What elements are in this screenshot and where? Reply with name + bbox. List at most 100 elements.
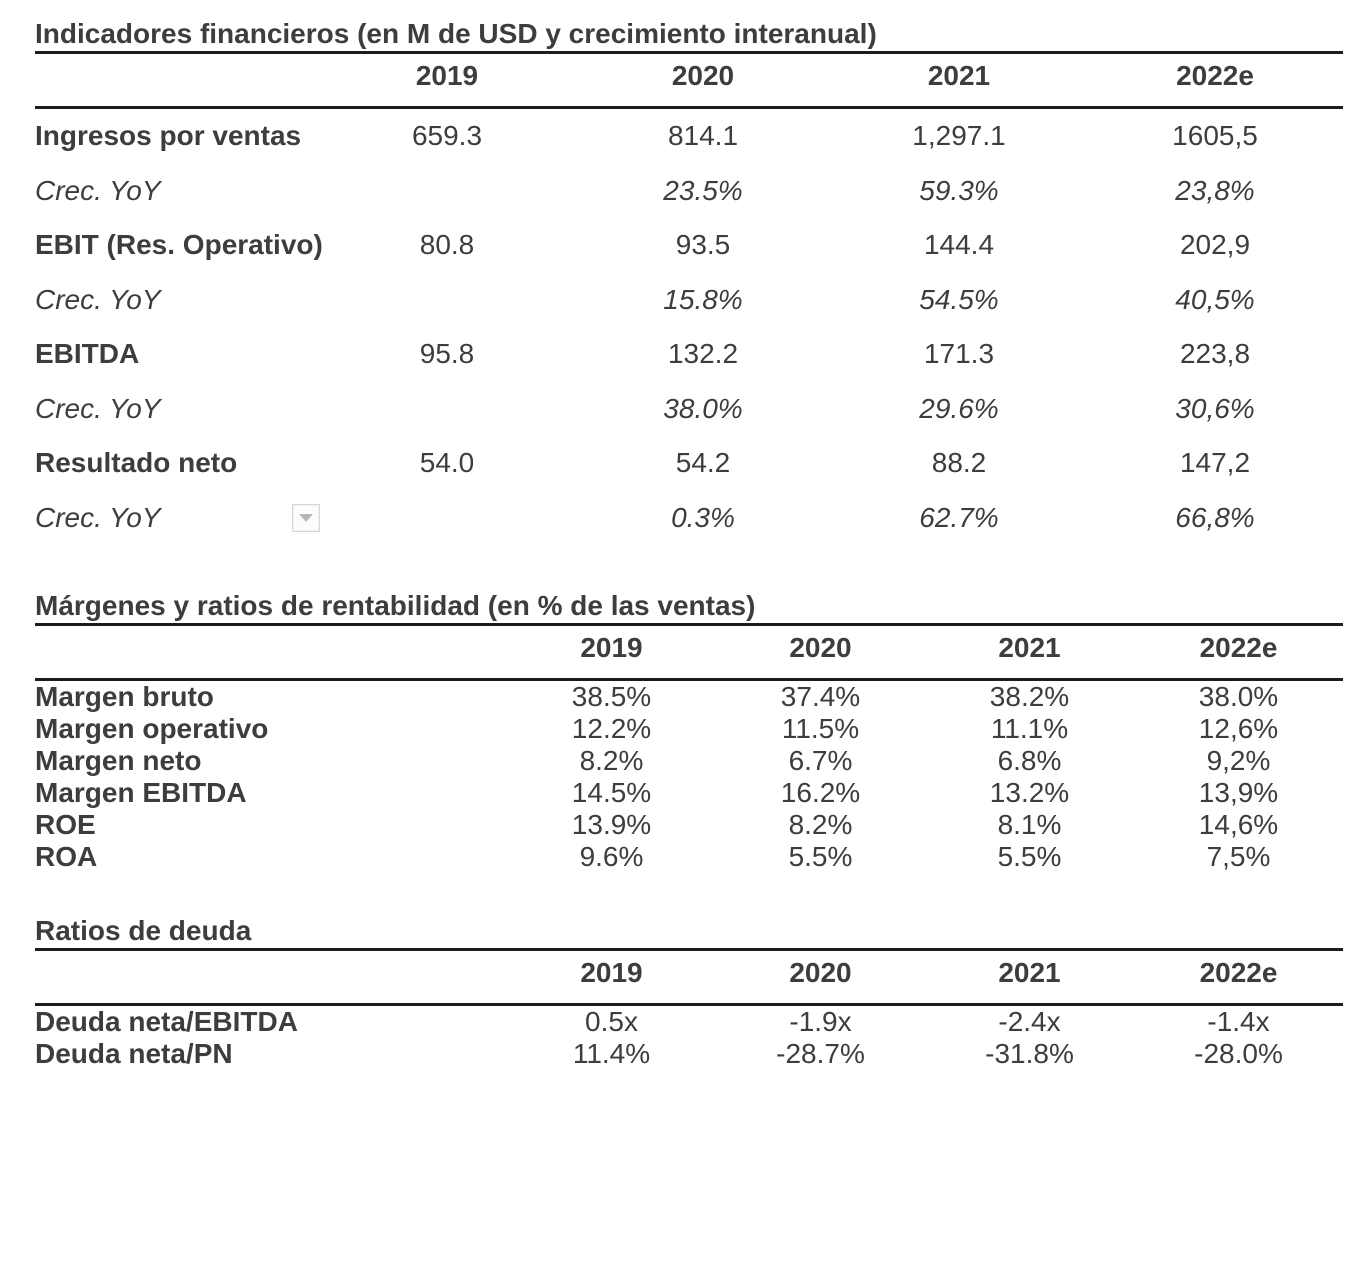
cell-value: 12.2% (571, 713, 652, 744)
cell-value: 147,2 (1179, 447, 1251, 479)
cell-value: 223,8 (1179, 338, 1251, 370)
cell-value: 16.2% (780, 777, 861, 808)
cell-value: 12,6% (1198, 713, 1279, 744)
cell-value: 13.2% (989, 777, 1070, 808)
row-label-text: Margen operativo (35, 713, 269, 744)
cell-value: 8.1% (997, 809, 1062, 840)
cell-value: 93.5 (675, 229, 731, 261)
year-column-header: 2020 (789, 957, 852, 988)
year-column-header: 2022e (1176, 60, 1254, 91)
table-ratios-de-deuda: Ratios de deuda 2019 2020 2021 2022e Deuda ne… (35, 917, 1343, 1070)
table-row: EBITDA 95.8 132.2 171.3 223,8 (35, 327, 1343, 382)
cell-value: -1.9x (789, 1006, 852, 1037)
header-label-spacer (35, 973, 507, 981)
row-label-text: Margen EBITDA (35, 777, 247, 808)
year-column-header: 2021 (998, 957, 1061, 988)
table-margenes-rentabilidad: Márgenes y ratios de rentabilidad (en % … (35, 592, 1343, 873)
financial-report: Indicadores financieros (en M de USD y c… (35, 20, 1343, 1070)
table-row: Crec. YoY 0.3% 62.7% 66,8% (35, 491, 1343, 546)
row-label: ROA (35, 841, 507, 873)
cell-value: -1.4x (1207, 1006, 1270, 1037)
cell-value: 7,5% (1206, 841, 1271, 872)
cell-value: 30,6% (1175, 392, 1255, 424)
cell-value: 38.5% (571, 681, 652, 712)
cell-value: 29.6% (919, 392, 999, 424)
cell-value: 132.2 (667, 338, 739, 370)
cell-value: 1,297.1 (912, 120, 1006, 152)
cell-value: 40,5% (1175, 283, 1255, 315)
row-label-text: EBITDA (35, 338, 140, 370)
cell-value: 13,9% (1198, 777, 1279, 808)
row-label: Crec. YoY (35, 273, 319, 328)
row-label-text: ROE (35, 809, 96, 840)
row-label: Margen operativo (35, 713, 507, 745)
cell-value: 54.5% (919, 283, 999, 315)
row-label: Margen neto (35, 745, 507, 777)
table-row: Deuda neta/EBITDA 0.5x -1.9x -2.4x -1.4x (35, 1006, 1343, 1038)
cell-value (319, 382, 575, 437)
cell-value: 0.3% (671, 501, 735, 533)
table-indicadores-financieros: Indicadores financieros (en M de USD y c… (35, 20, 1343, 545)
cell-value: 171.3 (923, 338, 995, 370)
cell-value: 38.0% (663, 392, 743, 424)
table-row: Crec. YoY 15.8% 54.5% 40,5% (35, 273, 1343, 328)
table-row: Margen EBITDA 14.5% 16.2% 13.2% 13,9% (35, 777, 1343, 809)
row-label: Resultado neto (35, 436, 319, 491)
cell-value: 88.2 (931, 447, 987, 479)
row-label: Crec. YoY (35, 491, 320, 546)
table-title: Indicadores financieros (en M de USD y c… (35, 20, 1343, 54)
table-row: Resultado neto 54.0 54.2 88.2 147,2 (35, 436, 1343, 491)
cell-value (319, 273, 575, 328)
cell-value: 80.8 (419, 229, 475, 261)
row-label: Margen bruto (35, 681, 507, 713)
header-label-spacer (35, 76, 319, 84)
table-row: Margen bruto 38.5% 37.4% 38.2% 38.0% (35, 681, 1343, 713)
table-row: Deuda neta/PN 11.4% -28.7% -31.8% -28.0% (35, 1038, 1343, 1070)
year-column-header: 2019 (580, 957, 643, 988)
row-label: EBIT (Res. Operativo) (35, 218, 323, 273)
cell-value: 23.5% (663, 174, 743, 206)
row-label: Margen EBITDA (35, 777, 507, 809)
cell-value (319, 164, 575, 219)
cell-value: 1605,5 (1172, 120, 1258, 152)
cell-value: 6.7% (788, 745, 853, 776)
row-label: Crec. YoY (35, 164, 319, 219)
cell-value: 11.5% (781, 713, 860, 744)
cell-value: 202,9 (1179, 229, 1251, 261)
table-title: Márgenes y ratios de rentabilidad (en % … (35, 592, 1343, 626)
row-label-text: Crec. YoY (35, 283, 161, 315)
cell-value: 11.4% (572, 1038, 651, 1069)
cell-value: 62.7% (919, 501, 999, 533)
cell-value: 38.0% (1198, 681, 1279, 712)
cell-value: -31.8% (985, 1038, 1074, 1069)
cell-value: 814.1 (667, 120, 739, 152)
row-label-text: Crec. YoY (35, 501, 161, 533)
table-row: Crec. YoY 23.5% 59.3% 23,8% (35, 164, 1343, 219)
cell-value (319, 491, 575, 546)
table-row: ROE 13.9% 8.2% 8.1% 14,6% (35, 809, 1343, 841)
row-label: Deuda neta/PN (35, 1038, 507, 1070)
year-column-header: 2020 (671, 60, 735, 91)
table-header-row: 2019 2020 2021 2022e (35, 626, 1343, 681)
year-column-header: 2019 (415, 60, 479, 91)
cell-value: 59.3% (919, 174, 999, 206)
cell-value: 54.2 (675, 447, 731, 479)
cell-value: 14,6% (1198, 809, 1279, 840)
cell-value: 5.5% (788, 841, 853, 872)
row-label-text: Margen bruto (35, 681, 214, 712)
cell-value: -28.0% (1194, 1038, 1283, 1069)
row-label-text: Ingresos por ventas (35, 120, 302, 152)
cell-value: 14.5% (571, 777, 652, 808)
year-column-header: 2022e (1199, 957, 1278, 988)
cell-value: 9.6% (579, 841, 644, 872)
table-row: EBIT (Res. Operativo) 80.8 93.5 144.4 202,9 (35, 218, 1343, 273)
crec-yoy-dropdown-button[interactable] (292, 503, 320, 532)
cell-value: 95.8 (419, 338, 475, 370)
cell-value: 13.9% (571, 809, 652, 840)
row-label: Crec. YoY (35, 382, 319, 437)
cell-value: 38.2% (989, 681, 1070, 712)
year-column-header: 2021 (998, 632, 1061, 663)
row-label: EBITDA (35, 327, 319, 382)
cell-value: 11.1% (990, 713, 1069, 744)
cell-value: 15.8% (663, 283, 743, 315)
